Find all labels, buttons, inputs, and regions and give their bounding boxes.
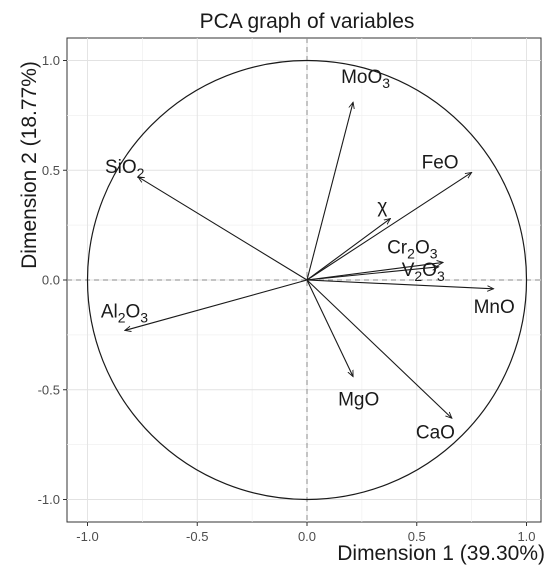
- variable-label-v2o3: V2O3: [402, 260, 445, 284]
- variable-label-chi: χ: [377, 197, 387, 218]
- chart-title: PCA graph of variables: [200, 10, 415, 33]
- loading-arrow-chi: [306, 219, 390, 281]
- y-axis-title: Dimension 2 (18.77%): [18, 61, 41, 269]
- variable-label-mno: MnO: [474, 297, 515, 318]
- variable-label-cr2o3: Cr2O3: [387, 237, 438, 261]
- variable-label-moo3: MoO3: [341, 67, 390, 91]
- loading-arrow-feo: [306, 172, 472, 281]
- x-tick-label: -0.5: [186, 529, 208, 544]
- loading-arrow-moo3: [306, 102, 353, 281]
- x-tick-label: 0.0: [298, 529, 316, 544]
- loading-arrow-mno: [306, 279, 494, 289]
- x-tick-label: -1.0: [76, 529, 98, 544]
- loading-arrow-mgo: [306, 279, 354, 377]
- variable-label-sio2: SiO2: [105, 157, 145, 181]
- variable-label-cao: CaO: [416, 422, 455, 443]
- x-tick-label: 0.5: [408, 529, 426, 544]
- variable-label-feo: FeO: [422, 152, 459, 173]
- x-axis-title: Dimension 1 (39.30%): [337, 542, 545, 565]
- variable-label-al2o3: Al2O3: [101, 301, 148, 325]
- plot-area: -1.0 -0.5 0.0 0.5 1.0 -1.0 -0.5 0.0 0.5 1.0 MoO3 Si…: [38, 37, 542, 544]
- correlation-circle: [86, 59, 528, 501]
- loading-arrow-v2o3: [306, 267, 439, 281]
- y-tick-label: 0.5: [42, 163, 60, 178]
- y-tick-label: -0.5: [38, 382, 60, 397]
- variable-label-mgo: MgO: [338, 390, 379, 411]
- loading-arrow-cr2o3: [306, 262, 443, 281]
- x-tick-label: 1.0: [517, 529, 535, 544]
- loading-arrow-cao: [306, 279, 452, 418]
- y-tick-label: 1.0: [42, 53, 60, 68]
- y-tick-label: 0.0: [42, 273, 60, 288]
- loading-arrow-al2o3: [125, 279, 308, 330]
- y-tick-label: -1.0: [38, 492, 60, 507]
- loading-arrow-sio2: [138, 177, 308, 281]
